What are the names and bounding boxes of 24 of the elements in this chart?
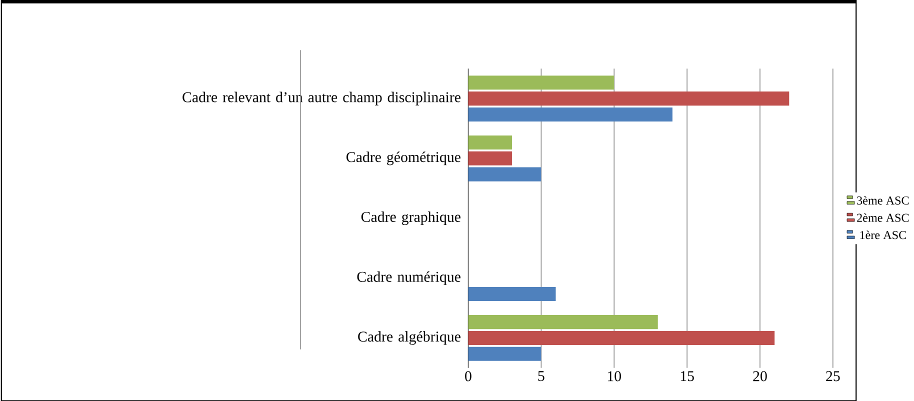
legend-label: 2ème ASC [857, 213, 909, 222]
x-tick-label: 15 [680, 371, 694, 381]
bar [468, 91, 790, 106]
x-tick-label: 20 [753, 371, 767, 382]
legend-label: 1ère ASC [860, 230, 906, 240]
y-tick-label: Cadre graphique [361, 211, 460, 225]
legend-label: 3ème ASC [857, 196, 909, 204]
bar [468, 135, 512, 150]
y-tick-label: Cadre algébrique [358, 331, 460, 345]
bar [468, 167, 542, 182]
y-tick-label: Cadre numérique [357, 271, 460, 285]
y-tick-label: Cadre géométrique [346, 151, 460, 166]
bar [468, 107, 672, 122]
x-tick-label: 5 [538, 371, 544, 381]
x-tick-label: 10 [608, 371, 621, 382]
y-tick-label: Cadre relevant d’un autre champ disciplinaire [182, 92, 460, 106]
bar [468, 286, 556, 301]
bar [468, 314, 658, 329]
bar [468, 346, 542, 361]
x-tick-label: 25 [826, 371, 840, 382]
x-tick-label: 0 [465, 371, 472, 382]
bar [468, 151, 512, 166]
bar [468, 330, 775, 345]
bar [468, 75, 614, 90]
